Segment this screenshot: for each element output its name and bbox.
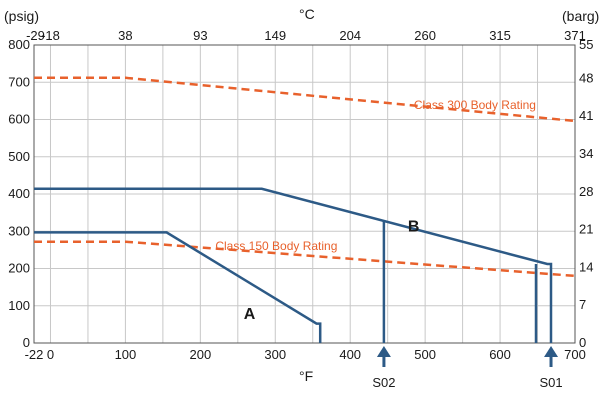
x-bottom-tick-label: 700 bbox=[564, 347, 586, 362]
series-b bbox=[34, 187, 553, 343]
marker-arrow-head bbox=[376, 346, 391, 357]
x-top-tick-label: -18 bbox=[41, 28, 60, 43]
y-right-tick-label: 28 bbox=[579, 184, 593, 199]
series-annotation: Class 150 Body Rating bbox=[215, 239, 337, 253]
y-left-tick-label: 100 bbox=[8, 298, 30, 313]
x-top-tick-label: 204 bbox=[339, 28, 361, 43]
x-top-tick-label: 371 bbox=[564, 28, 586, 43]
y-left-tick-label: 600 bbox=[8, 112, 30, 127]
x-top-tick-label: 93 bbox=[193, 28, 207, 43]
y-right-tick-label: 7 bbox=[579, 297, 586, 312]
y-left-tick-label: 400 bbox=[8, 186, 30, 201]
x-bottom-tick-label: -22 bbox=[25, 347, 44, 362]
x-top-tick-label: 149 bbox=[264, 28, 286, 43]
y-left-unit-label: (psig) bbox=[4, 8, 39, 24]
markers: S02 S01 bbox=[372, 346, 563, 390]
grid bbox=[34, 45, 575, 343]
x-bottom-unit-label: °F bbox=[299, 368, 313, 384]
y-right-tick-label: 34 bbox=[579, 146, 593, 161]
marker-label: S02 bbox=[372, 375, 395, 390]
y-right-tick-label: 0 bbox=[579, 335, 586, 350]
x-top-tick-label: 38 bbox=[118, 28, 132, 43]
series-a bbox=[34, 231, 322, 343]
curve-label-a: A bbox=[244, 306, 256, 323]
x-bottom-tick-label: 600 bbox=[489, 347, 511, 362]
y-right-tick-label: 14 bbox=[579, 259, 593, 274]
marker-label: S01 bbox=[539, 375, 562, 390]
x-top-unit-label: °C bbox=[299, 6, 315, 22]
x-bottom-tick-label: 0 bbox=[47, 347, 54, 362]
y-right-unit-label: (barg) bbox=[562, 8, 599, 24]
y-left-tick-label: 300 bbox=[8, 223, 30, 238]
x-top-tick-label: 260 bbox=[414, 28, 436, 43]
y-right-tick-label: 41 bbox=[579, 108, 593, 123]
y-left-tick-label: 700 bbox=[8, 74, 30, 89]
y-left-tick-label: 800 bbox=[8, 37, 30, 52]
x-bottom-tick-label: 400 bbox=[339, 347, 361, 362]
y-right-tick-label: 48 bbox=[579, 70, 593, 85]
y-left-tick-label: 500 bbox=[8, 149, 30, 164]
y-right-tick-label: 55 bbox=[579, 37, 593, 52]
x-top-tick-label: -29 bbox=[26, 28, 45, 43]
annotations: Class 300 Body Rating Class 150 Body Rati… bbox=[215, 98, 536, 323]
x-bottom-tick-label: 500 bbox=[414, 347, 436, 362]
x-top-tick-label: 315 bbox=[489, 28, 511, 43]
plot-frame bbox=[33, 44, 576, 344]
series-layer bbox=[34, 76, 576, 343]
x-bottom-tick-label: 300 bbox=[264, 347, 286, 362]
curve-label-b: B bbox=[408, 218, 420, 235]
series-class-300-body-rating bbox=[34, 76, 576, 123]
y-right-tick-label: 21 bbox=[579, 222, 593, 237]
y-left-tick-label: 0 bbox=[23, 335, 30, 350]
y-left-tick-label: 200 bbox=[8, 261, 30, 276]
x-bottom-tick-label: 100 bbox=[115, 347, 137, 362]
tick-labels: -22 0 100 200 300 400 500 600 700-29-18 38 93 149 20… bbox=[8, 28, 593, 362]
series-annotation: Class 300 Body Rating bbox=[414, 98, 536, 112]
series-class-150-body-rating bbox=[34, 240, 576, 278]
x-bottom-tick-label: 200 bbox=[189, 347, 211, 362]
marker-arrow-head bbox=[544, 346, 559, 357]
